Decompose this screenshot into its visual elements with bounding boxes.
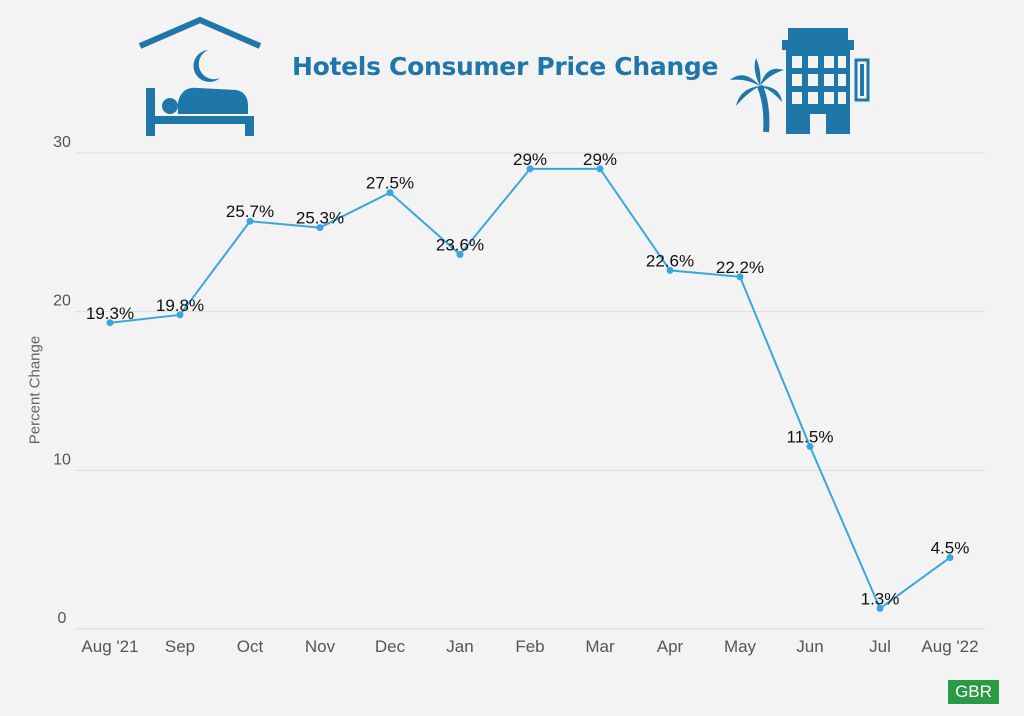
x-tick-label: Nov bbox=[305, 637, 336, 656]
x-tick-label: Jan bbox=[446, 637, 473, 656]
x-tick-label: Jun bbox=[796, 637, 823, 656]
x-tick-label: Dec bbox=[375, 637, 406, 656]
data-label: 27.5% bbox=[366, 174, 414, 193]
data-label: 23.6% bbox=[436, 236, 484, 255]
data-label: 19.3% bbox=[86, 304, 134, 323]
data-label: 25.3% bbox=[296, 209, 344, 228]
data-label: 1.3% bbox=[861, 589, 900, 608]
data-point bbox=[316, 224, 324, 232]
x-tick-label: Aug '21 bbox=[81, 637, 138, 656]
data-label: 22.2% bbox=[716, 258, 764, 277]
data-label: 29% bbox=[513, 150, 547, 169]
x-tick-label: Oct bbox=[237, 637, 264, 656]
data-point bbox=[176, 311, 184, 319]
data-label: 29% bbox=[583, 150, 617, 169]
data-point bbox=[106, 319, 114, 327]
data-label: 11.5% bbox=[787, 428, 834, 447]
series-line bbox=[109, 167, 951, 610]
y-tick-label: 20 bbox=[53, 293, 71, 310]
chart-title: Hotels Consumer Price Change bbox=[292, 52, 719, 81]
data-point bbox=[596, 165, 604, 173]
data-label: 4.5% bbox=[931, 539, 970, 558]
x-tick-label: Apr bbox=[657, 637, 684, 656]
data-point bbox=[736, 273, 744, 281]
x-tick-label: Feb bbox=[515, 637, 544, 656]
data-point bbox=[946, 554, 954, 562]
data-point bbox=[876, 604, 884, 612]
data-point bbox=[246, 217, 254, 225]
data-point bbox=[386, 189, 394, 197]
x-tick-label: Mar bbox=[585, 637, 615, 656]
x-tick-label: Jul bbox=[869, 637, 891, 656]
data-point bbox=[666, 266, 674, 274]
y-tick-label: 30 bbox=[53, 134, 71, 151]
data-label: 25.7% bbox=[226, 202, 274, 221]
data-point bbox=[456, 251, 464, 259]
data-point bbox=[806, 443, 814, 451]
y-tick-label: 10 bbox=[53, 451, 71, 468]
data-label: 19.8% bbox=[156, 296, 204, 315]
data-point bbox=[526, 165, 534, 173]
sleeping-in-bed-icon bbox=[138, 16, 262, 136]
data-label: 22.6% bbox=[646, 251, 694, 270]
x-tick-label: Aug '22 bbox=[921, 637, 978, 656]
brand-badge: GBR bbox=[948, 680, 999, 704]
x-tick-label: May bbox=[724, 637, 757, 656]
hotel-building-palm-icon bbox=[730, 28, 870, 134]
y-axis-label: Percent Change bbox=[26, 335, 44, 445]
x-tick-label: Sep bbox=[165, 637, 195, 656]
y-tick-label: 0 bbox=[58, 610, 67, 627]
